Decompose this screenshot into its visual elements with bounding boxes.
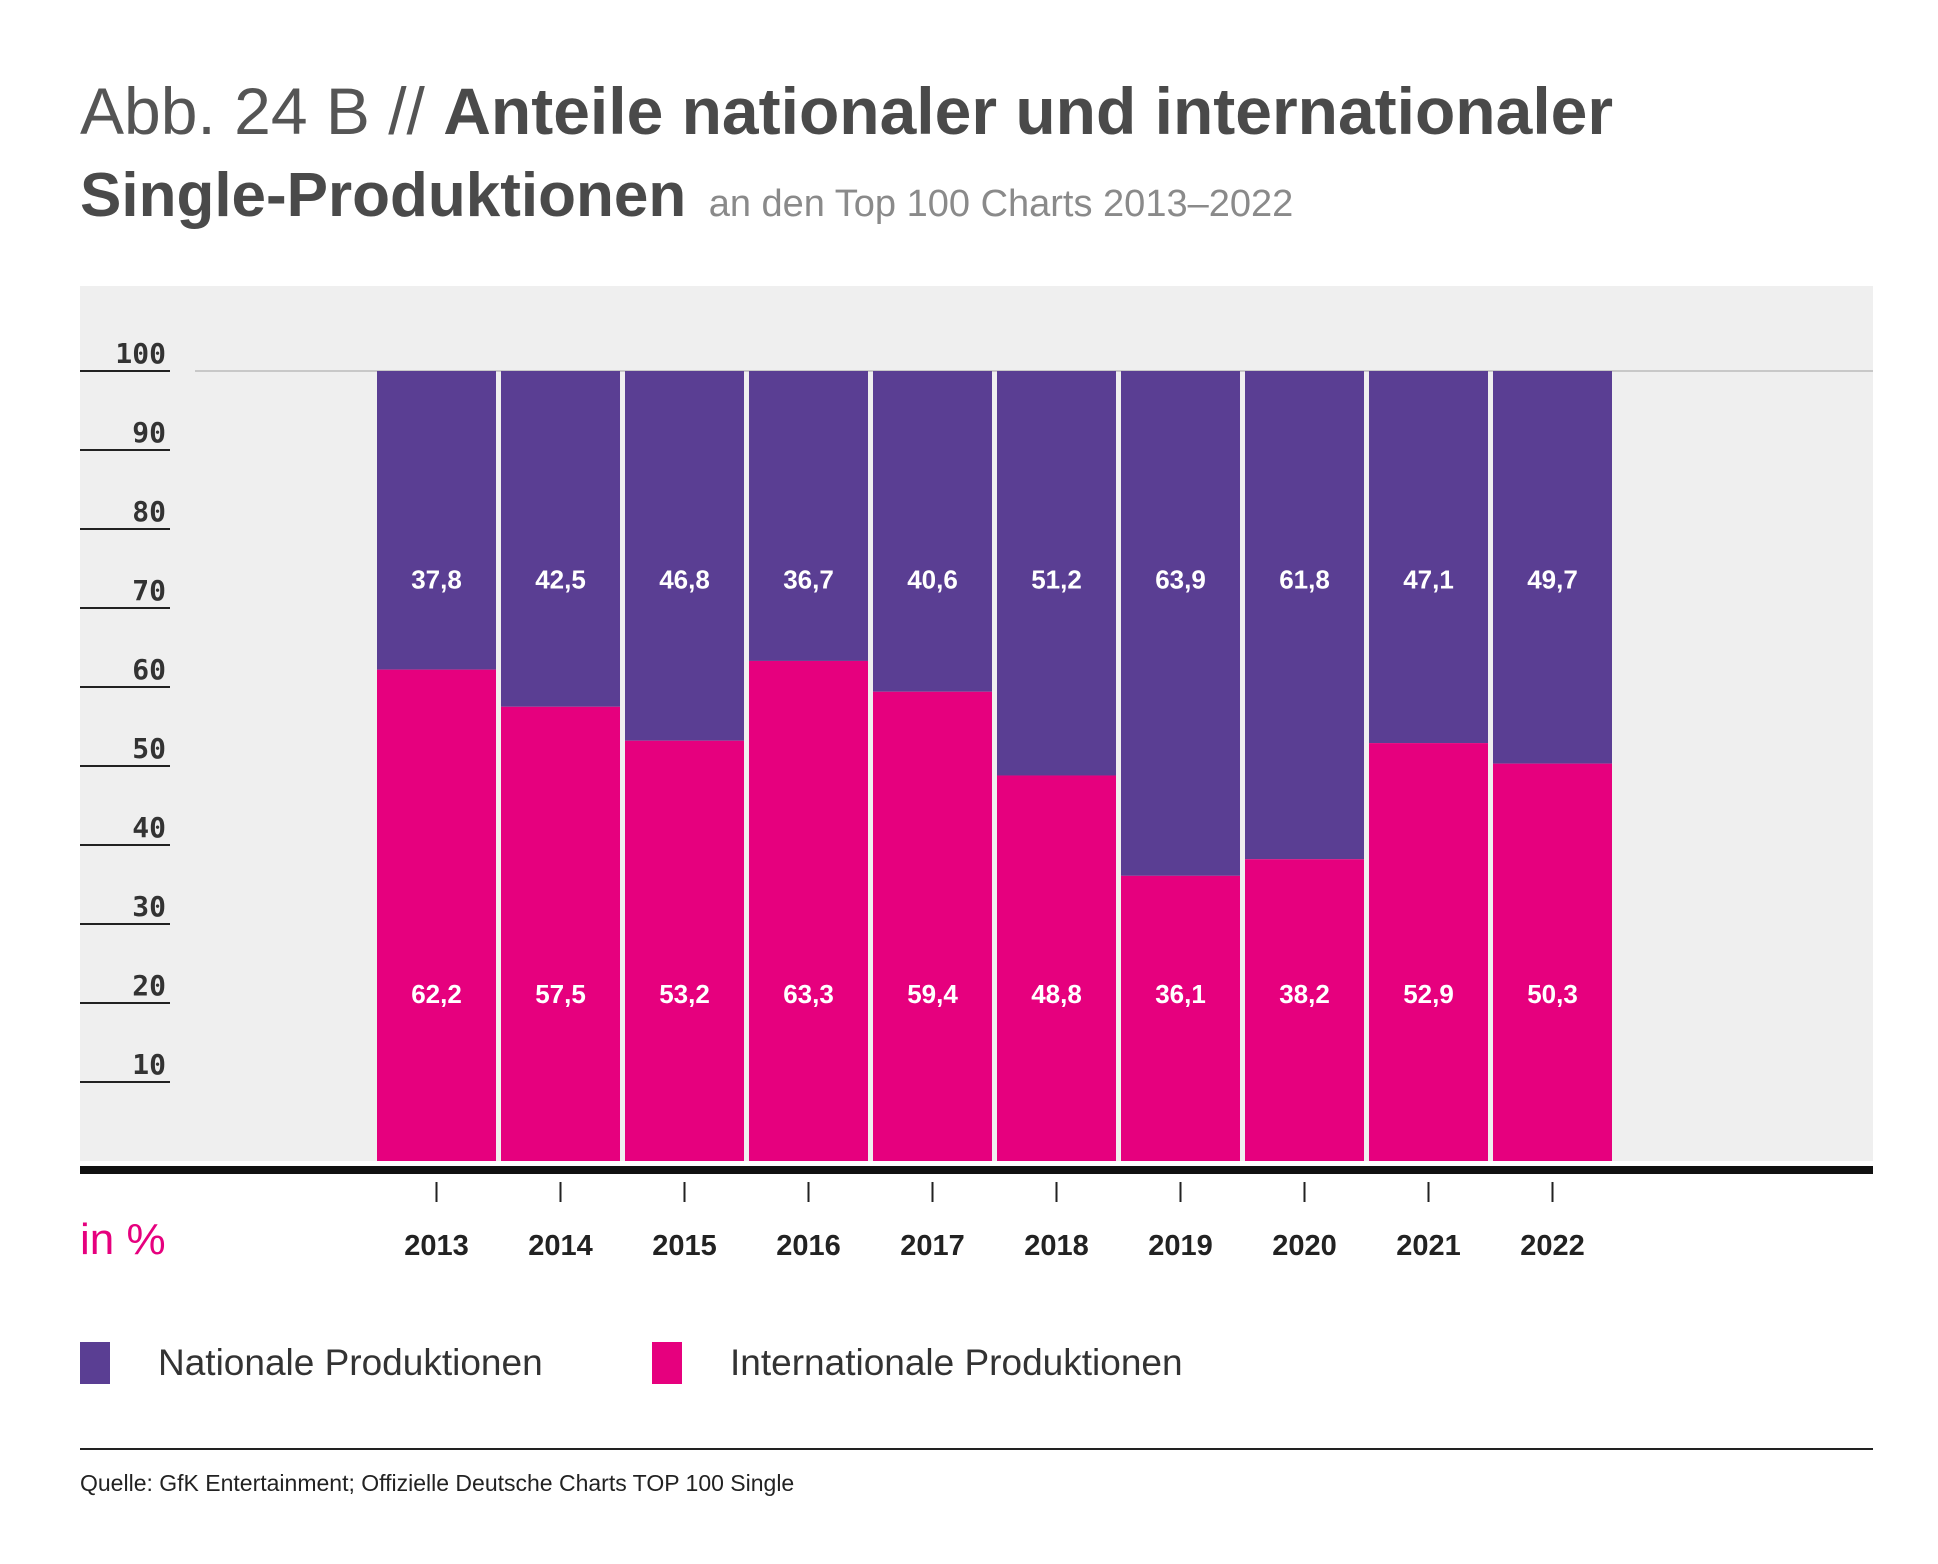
bar-international <box>873 691 992 1161</box>
x-tick-label: 2017 <box>900 1230 965 1262</box>
bar-international <box>1369 743 1488 1161</box>
bars: 37,8 62,2 42,5 57,5 46,8 53,2 36,7 63,3 40,6 59,4… <box>377 371 1612 1161</box>
data-label-international: 62,2 <box>411 979 462 1009</box>
y-tick-label: 30 <box>132 890 166 923</box>
legend-label-international: Internationale Produktionen <box>730 1342 1183 1383</box>
title-second-line: Single-Produktionen <box>80 161 687 230</box>
data-label-international: 38,2 <box>1279 979 1330 1009</box>
x-tick-label: 2014 <box>528 1230 593 1262</box>
legend-swatch-international <box>652 1342 682 1384</box>
bar-national <box>1245 371 1364 860</box>
y-tick-label: 80 <box>132 495 166 528</box>
y-tick-label: 20 <box>132 969 166 1002</box>
source-divider <box>80 1448 1873 1450</box>
legend-item-international: Internationale Produktionen <box>652 1338 1183 1388</box>
y-tick-label: 100 <box>115 337 166 370</box>
data-label-international: 36,1 <box>1155 979 1206 1009</box>
data-label-national: 63,9 <box>1155 564 1206 594</box>
bar-national <box>873 371 992 692</box>
bar-national <box>501 371 620 707</box>
y-tick-label: 50 <box>132 732 166 765</box>
y-tick-label: 40 <box>132 811 166 844</box>
bar-international <box>501 706 620 1161</box>
x-tick-label: 2016 <box>776 1230 841 1262</box>
bar-international <box>1493 763 1612 1161</box>
x-axis: 2013 2014 2015 2016 2017 2018 2019 2020 2021 2022 <box>404 1182 1585 1262</box>
data-label-international: 48,8 <box>1031 979 1082 1009</box>
data-label-national: 61,8 <box>1279 564 1330 594</box>
data-label-national: 42,5 <box>535 564 586 594</box>
bar-international <box>749 660 868 1161</box>
y-tick-label: 70 <box>132 574 166 607</box>
bar-international <box>1245 859 1364 1161</box>
x-tick-label: 2019 <box>1148 1230 1213 1262</box>
x-tick-label: 2021 <box>1396 1230 1461 1262</box>
bar-national <box>1121 371 1240 876</box>
data-label-national: 36,7 <box>783 564 834 594</box>
legend-item-national: Nationale Produktionen <box>80 1338 543 1388</box>
y-tick-label: 90 <box>132 416 166 449</box>
data-label-national: 51,2 <box>1031 564 1082 594</box>
x-axis-baseline <box>80 1166 1873 1174</box>
legend-swatch-national <box>80 1342 110 1384</box>
data-label-international: 52,9 <box>1403 979 1454 1009</box>
legend-label-national: Nationale Produktionen <box>158 1342 543 1383</box>
chart-subtitle: an den Top 100 Charts 2013–2022 <box>708 183 1294 225</box>
bar-international <box>625 740 744 1161</box>
data-label-international: 50,3 <box>1527 979 1578 1009</box>
x-tick-label: 2018 <box>1024 1230 1089 1262</box>
unit-label: in % <box>80 1215 166 1264</box>
bar-national <box>749 371 868 661</box>
data-label-national: 37,8 <box>411 564 462 594</box>
chart-title: Abb. 24 B // Anteile nationaler und inte… <box>80 72 1613 150</box>
y-axis: 10 20 30 40 50 60 70 80 90 100 <box>80 337 170 1083</box>
x-tick-label: 2020 <box>1272 1230 1337 1262</box>
bar-national <box>625 371 744 741</box>
bar-national <box>1369 371 1488 744</box>
x-tick-label: 2022 <box>1520 1230 1585 1262</box>
data-label-national: 46,8 <box>659 564 710 594</box>
bar-international <box>1121 875 1240 1161</box>
source-note: Quelle: GfK Entertainment; Offizielle De… <box>80 1470 795 1496</box>
bar-national <box>997 371 1116 776</box>
y-tick-label: 10 <box>132 1048 166 1081</box>
data-label-international: 57,5 <box>535 979 586 1009</box>
data-label-national: 47,1 <box>1403 564 1454 594</box>
x-tick-label: 2013 <box>404 1230 469 1262</box>
figure-number: Abb. 24 B // <box>80 74 425 148</box>
chart-title-line2: Single-Produktionen an den Top 100 Chart… <box>80 160 1293 231</box>
data-label-national: 40,6 <box>907 564 958 594</box>
bar-international <box>997 775 1116 1161</box>
x-tick-label: 2015 <box>652 1230 717 1262</box>
data-label-international: 63,3 <box>783 979 834 1009</box>
title-main: Anteile nationaler und internationaler <box>443 74 1614 148</box>
bar-national <box>377 371 496 670</box>
data-label-national: 49,7 <box>1527 564 1578 594</box>
y-tick-label: 60 <box>132 653 166 686</box>
bar-international <box>377 669 496 1161</box>
data-label-international: 53,2 <box>659 979 710 1009</box>
bar-national <box>1493 371 1612 764</box>
data-label-international: 59,4 <box>907 979 958 1009</box>
